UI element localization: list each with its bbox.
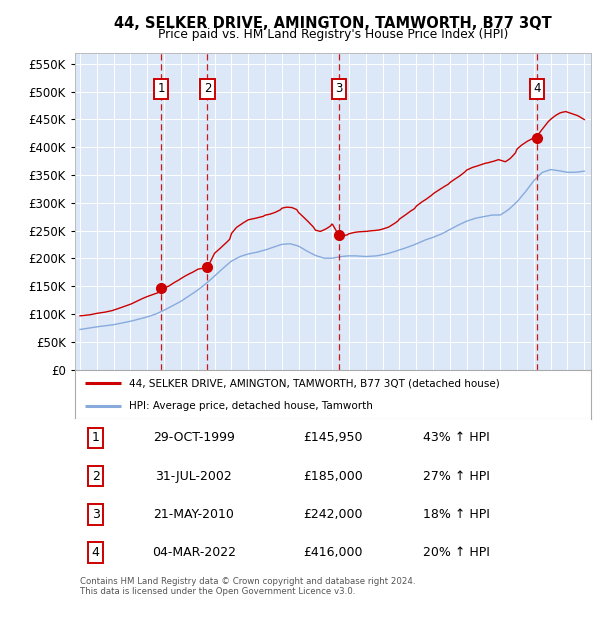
Text: Price paid vs. HM Land Registry's House Price Index (HPI): Price paid vs. HM Land Registry's House … <box>158 28 508 41</box>
Text: 3: 3 <box>335 82 342 95</box>
Text: 18% ↑ HPI: 18% ↑ HPI <box>424 508 490 521</box>
Text: £185,000: £185,000 <box>303 469 363 482</box>
Text: 31-JUL-2002: 31-JUL-2002 <box>155 469 232 482</box>
Text: Contains HM Land Registry data © Crown copyright and database right 2024.
This d: Contains HM Land Registry data © Crown c… <box>80 577 416 596</box>
Text: 1: 1 <box>157 82 165 95</box>
Text: HPI: Average price, detached house, Tamworth: HPI: Average price, detached house, Tamw… <box>129 402 373 412</box>
Text: 43% ↑ HPI: 43% ↑ HPI <box>424 432 490 445</box>
Text: £242,000: £242,000 <box>303 508 363 521</box>
Text: 44, SELKER DRIVE, AMINGTON, TAMWORTH, B77 3QT: 44, SELKER DRIVE, AMINGTON, TAMWORTH, B7… <box>114 16 552 30</box>
Text: 2: 2 <box>203 82 211 95</box>
Text: £145,950: £145,950 <box>303 432 363 445</box>
Text: 3: 3 <box>92 508 100 521</box>
Text: 27% ↑ HPI: 27% ↑ HPI <box>424 469 490 482</box>
Text: 21-MAY-2010: 21-MAY-2010 <box>153 508 234 521</box>
Text: 04-MAR-2022: 04-MAR-2022 <box>152 546 236 559</box>
Text: 2: 2 <box>92 469 100 482</box>
Text: 44, SELKER DRIVE, AMINGTON, TAMWORTH, B77 3QT (detached house): 44, SELKER DRIVE, AMINGTON, TAMWORTH, B7… <box>129 378 500 388</box>
Text: 4: 4 <box>533 82 541 95</box>
Text: 4: 4 <box>92 546 100 559</box>
Text: £416,000: £416,000 <box>303 546 363 559</box>
Text: 29-OCT-1999: 29-OCT-1999 <box>153 432 235 445</box>
Text: 20% ↑ HPI: 20% ↑ HPI <box>424 546 490 559</box>
Text: 1: 1 <box>92 432 100 445</box>
